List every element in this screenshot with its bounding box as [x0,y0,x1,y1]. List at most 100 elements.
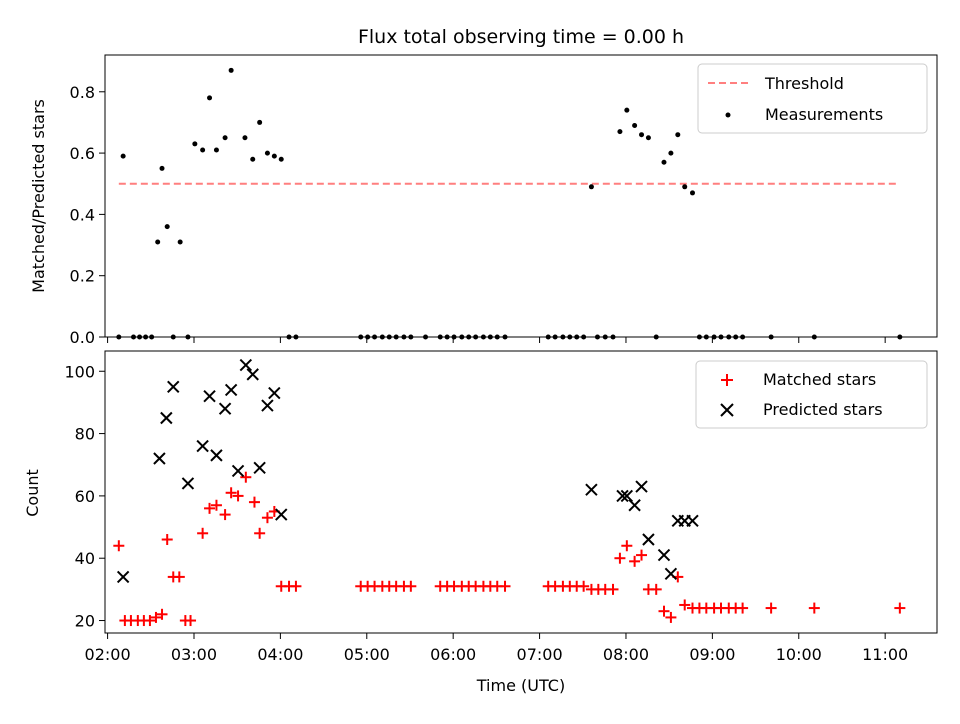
predicted-star-point [218,402,232,415]
bottom-panel: 20 40 60 80 100 02:00 03:00 04:00 05:00 06:00 07:… [23,350,938,695]
measurement-point [401,334,407,340]
predicted-star-point [224,383,238,397]
measurement-point [610,334,616,340]
chart-title: Flux total observing time = 0.00 h [358,26,684,48]
measurement-point [897,334,903,340]
measurement-point [602,334,608,340]
matched-star-point [254,527,266,539]
matched-star-point [621,540,633,552]
measurement-point [645,135,651,141]
matched-star-point [607,583,619,595]
measurement-point [594,334,600,340]
x-tick-label: 08:00 [603,645,649,664]
bottom-y-tick-label: 60 [75,487,95,506]
matched-star-point [650,583,662,595]
measurement-point [120,153,126,159]
legend-matched-swatch [721,374,733,386]
measurement-point [200,147,206,153]
measurement-point [581,334,587,340]
measurement-point [177,239,183,245]
measurement-point [213,147,219,153]
matched-star-point [261,512,273,524]
predicted-star-point [246,368,259,381]
measurement-point [131,334,137,340]
measurement-point [159,165,165,171]
measurement-point [264,150,270,156]
measurement-point [222,135,228,141]
measurement-point [560,334,566,340]
measurement-point [588,184,594,190]
matched-star-point [636,549,648,561]
measurement-point [552,334,558,340]
matched-star-point [629,555,641,567]
matched-star-point [248,496,260,508]
measurement-point [733,334,739,340]
predicted-stars-points [116,358,699,584]
bottom-y-tick-label: 100 [64,362,95,381]
measurement-point [703,334,709,340]
bottom-legend-box [695,360,928,429]
legend-matched-label: Matched stars [763,370,876,389]
measurement-point [451,334,457,340]
legend-measurements-label: Measurements [765,105,883,124]
measurement-point [487,334,493,340]
matched-star-point [156,608,168,620]
measurement-point [365,334,371,340]
measurement-point [116,334,122,340]
measurement-point [661,159,667,165]
measurement-point [358,334,364,340]
measurement-point [675,132,681,138]
top-y-tick-label: 0.2 [70,267,95,286]
top-legend-box [697,63,928,134]
bottom-y-ticks: 20 40 60 80 100 [64,362,105,631]
predicted-star-point [642,533,655,546]
matched-star-point [808,602,820,614]
measurement-point [653,334,659,340]
measurement-point [473,334,479,340]
predicted-star-point [616,489,629,503]
measurement-point [423,334,429,340]
predicted-star-point [275,508,288,521]
matched-star-point [113,540,125,552]
bottom-y-tick-label: 40 [75,549,95,568]
predicted-star-point [231,464,245,478]
measurement-point [386,334,392,340]
legend-predicted-label: Predicted stars [763,400,883,419]
bottom-y-axis-label: Count [23,469,42,517]
bottom-y-tick-label: 20 [75,612,95,631]
measurement-point [682,184,688,190]
matched-star-point [197,527,209,539]
measurement-point [192,141,198,147]
x-tick-label: 07:00 [517,645,563,664]
matched-star-point [204,502,216,514]
matched-star-point [161,534,173,546]
measurement-point [293,334,299,340]
measurement-point [494,334,500,340]
top-panel: 0.00.20.40.60.8 Matched/Predicted stars … [29,54,938,347]
top-y-tick-label: 0.8 [70,83,95,102]
top-y-tick-label: 0.6 [70,144,95,163]
measurement-point [639,132,645,138]
top-x-ticks [107,337,886,343]
x-tick-label: 06:00 [430,645,476,664]
measurement-point [459,334,465,340]
predicted-star-point [664,567,678,581]
measurement-point [689,190,695,196]
bottom-y-tick-label: 80 [75,425,95,444]
predicted-star-point [167,380,180,394]
matched-star-point [499,580,511,592]
measurement-point [768,334,774,340]
measurement-point [480,334,486,340]
matched-star-point [173,571,185,583]
measurement-point [379,334,385,340]
matched-star-point [665,611,677,623]
measurement-point [372,334,378,340]
measurement-point [286,334,292,340]
predicted-star-point [239,358,253,372]
predicted-star-point [657,548,671,562]
x-axis-label: Time (UTC) [476,676,565,695]
measurement-point [164,224,170,230]
measurement-point [137,334,143,340]
predicted-star-point [585,483,598,496]
legend-measurements-swatch [725,112,731,118]
